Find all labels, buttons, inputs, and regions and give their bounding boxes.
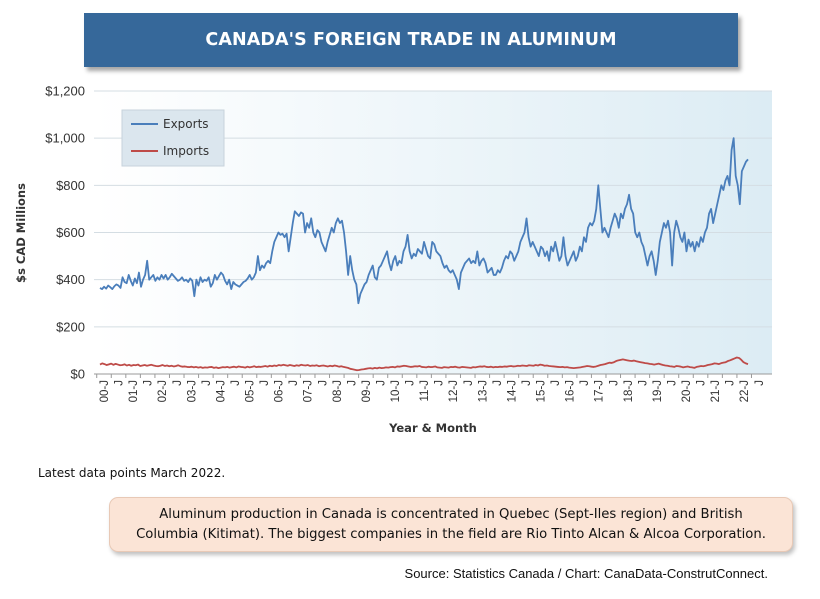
x-tick-label: J [259, 380, 271, 386]
x-tick-label: J [550, 380, 562, 386]
x-tick-label: J [696, 380, 708, 386]
x-tick-label: 12-J [448, 380, 460, 402]
x-tick-label: 05-J [245, 380, 257, 402]
y-tick-label: $600 [56, 225, 85, 240]
series-line-exports [99, 137, 749, 305]
info-box: Aluminum production in Canada is concent… [109, 497, 793, 552]
x-tick-label: J [492, 380, 504, 386]
x-tick-label: J [434, 380, 446, 386]
legend-box [121, 109, 225, 167]
x-tick-label: 18-J [623, 380, 635, 402]
x-tick-label: 10-J [390, 380, 402, 402]
x-tick-label: 11-J [419, 380, 431, 402]
x-tick-label: 20-J [681, 380, 693, 402]
legend-label-imports: Imports [163, 144, 209, 158]
y-tick-label: $1,200 [45, 84, 85, 99]
x-tick-label: 13-J [477, 380, 489, 402]
x-tick-label: J [637, 380, 649, 386]
series-layer [99, 137, 749, 372]
legend: Exports Imports [121, 109, 225, 167]
x-tick-label: J [317, 380, 329, 386]
footnote: Latest data points March 2022. [38, 466, 226, 480]
x-tick-label: J [230, 380, 242, 386]
x-tick-label: J [201, 380, 213, 386]
x-tick-label: J [114, 380, 126, 386]
source-credit: Source: Statistics Canada / Chart: CanaD… [404, 566, 768, 581]
x-tick-label: 00-J [99, 380, 111, 402]
x-tick-label: J [346, 380, 358, 386]
y-tick-label: $1,000 [45, 131, 85, 146]
x-axis-ticks: 00-J J 01-J J 02-J J 03-J J 04-J J 05-J J 06-J J 07-J J… [96, 374, 766, 402]
chart-title: CANADA'S FOREIGN TRADE IN ALUMINUM [84, 13, 738, 67]
x-tick-label: 08-J [332, 380, 344, 402]
x-tick-label: J [608, 380, 620, 386]
x-axis-title: Year & Month [388, 421, 477, 435]
x-tick-label: J [725, 380, 737, 386]
y-tick-label: $0 [71, 367, 85, 382]
x-tick-label: 02-J [157, 380, 169, 402]
y-tick-label: $400 [56, 272, 85, 287]
legend-label-exports: Exports [163, 117, 209, 131]
x-tick-label: J [143, 380, 155, 386]
x-tick-label: 01-J [128, 380, 140, 402]
x-tick-label: 06-J [274, 380, 286, 402]
x-tick-label: 15-J [536, 380, 548, 402]
x-tick-label: 16-J [565, 380, 577, 402]
x-tick-label: 09-J [361, 380, 373, 402]
x-tick-label: J [463, 380, 475, 386]
y-tick-label: $800 [56, 178, 85, 193]
x-tick-label: 03-J [186, 380, 198, 402]
x-tick-label: J [666, 380, 678, 386]
x-tick-label: J [288, 380, 300, 386]
x-tick-label: 14-J [506, 380, 518, 402]
x-tick-label: 07-J [303, 380, 315, 402]
chart: $0$200$400$600$800$1,000$1,200 00-J J 01-J… [14, 84, 772, 435]
y-axis-ticks: $0 $200 $400 $600 $800 $1,000 $1,200 [45, 84, 85, 382]
x-tick-label: J [405, 380, 417, 386]
x-tick-label: J [754, 380, 766, 386]
x-tick-label: J [579, 380, 591, 386]
y-tick-label: $200 [56, 319, 85, 334]
y-axis-title: $s CAD Millions [14, 183, 28, 283]
x-tick-label: J [375, 380, 387, 386]
series-line-imports [99, 356, 749, 372]
x-tick-label: 21-J [710, 380, 722, 402]
x-tick-label: 22-J [739, 380, 751, 402]
x-tick-label: J [172, 380, 184, 386]
x-tick-label: 04-J [215, 380, 227, 402]
x-tick-label: 19-J [652, 380, 664, 402]
x-tick-label: 17-J [594, 380, 606, 402]
x-tick-label: J [521, 380, 533, 386]
